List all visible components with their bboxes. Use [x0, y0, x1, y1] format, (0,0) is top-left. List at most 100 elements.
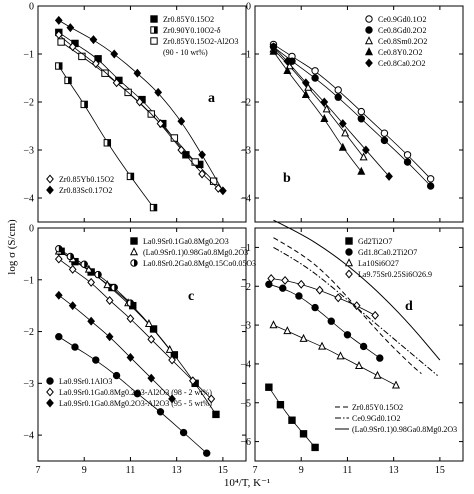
data-point	[188, 376, 197, 386]
series-a-4	[54, 15, 227, 196]
data-point	[311, 74, 319, 82]
fit-line	[268, 283, 381, 359]
data-point	[66, 23, 75, 33]
data-point	[327, 317, 335, 325]
data-point	[380, 136, 389, 145]
panel-a: 0−1−2−3−4aZr0.85Y0.15O2Zr0.90Y0.10O2-δZr…	[23, 2, 247, 223]
data-point	[147, 334, 156, 344]
series-b-3	[269, 46, 366, 175]
legend-marker	[364, 47, 374, 56]
panel-frame	[37, 227, 247, 462]
data-point	[426, 182, 435, 190]
x-tick-label: 9	[82, 465, 87, 476]
data-point	[322, 104, 331, 113]
legend-label: Ce0.8Sm0.2O2	[378, 37, 427, 46]
data-point	[269, 320, 278, 329]
data-point	[373, 370, 382, 379]
data-point	[89, 35, 98, 45]
data-point	[91, 59, 100, 69]
legend-marker	[365, 15, 373, 23]
data-point	[149, 325, 158, 333]
legend-label: Gd2Ti2O7	[358, 237, 392, 246]
data-point	[179, 428, 188, 437]
y-tick-label: −1	[23, 50, 34, 61]
data-point	[380, 129, 389, 137]
legend-label: Ce0.8Y0.2O2	[378, 48, 422, 57]
legend-label: Ce0.9Gd0.1O2	[378, 15, 426, 24]
data-point	[135, 97, 144, 107]
data-point	[311, 303, 319, 312]
series-d-4	[273, 237, 422, 375]
data-point	[112, 78, 121, 88]
legend-label: Zr0.85Y0.15O2-Al2O3	[163, 37, 239, 46]
legend-marker	[130, 237, 138, 245]
data-point	[101, 69, 109, 77]
data-point	[376, 354, 384, 362]
data-point	[126, 314, 135, 324]
fit-line	[273, 44, 431, 180]
data-point	[336, 351, 345, 360]
panel-letter: b	[283, 171, 291, 186]
legend: Zr0.85Y0.15O2 Ce0.9Gd0.1O2 (La0.9Sr0.1)0.9…	[335, 403, 457, 434]
series-d-6	[273, 219, 441, 361]
data-point	[362, 145, 370, 155]
fit-line	[58, 336, 207, 454]
data-point	[311, 443, 319, 452]
y-tick-label: −1	[240, 50, 251, 61]
panels-group: 0−1−2−3−4aZr0.85Y0.15O2Zr0.90Y0.10O2-δZr…	[23, 2, 464, 476]
panel-d: 7 9 11 13 15 −1 −2 −3 −4 −5 −6 d Gd2Ti2O7 Gd1.8Ca0.2T…	[240, 219, 464, 476]
data-point	[334, 86, 342, 94]
data-point	[265, 280, 273, 289]
data-point	[87, 277, 96, 287]
x-tick-label: 15	[218, 465, 228, 476]
y-tick-label: −3	[23, 379, 34, 390]
legend-label: Zr0.85Y0.15O2	[163, 15, 214, 24]
series-line	[273, 246, 438, 376]
data-point	[403, 151, 412, 159]
data-point	[276, 400, 285, 409]
data-point	[154, 87, 163, 97]
data-point	[295, 292, 303, 300]
y-tick-label: −4	[240, 359, 251, 370]
data-point	[334, 293, 343, 303]
legend-label: Zr0.85Y0.15O2	[352, 403, 403, 412]
series-c-2	[55, 245, 135, 307]
y-tick-label: −6	[240, 437, 251, 448]
panel-letter: c	[188, 289, 194, 304]
data-point-fill	[130, 173, 134, 180]
data-point	[301, 89, 310, 98]
series-line	[273, 219, 441, 361]
data-point	[338, 142, 347, 151]
data-point	[385, 171, 393, 181]
data-point	[198, 150, 206, 160]
y-tick-label: −4	[240, 194, 251, 205]
series-a-2	[57, 38, 218, 185]
legend-marker	[344, 258, 354, 267]
x-tick-label: 11	[126, 465, 136, 476]
data-point	[334, 93, 342, 101]
legend: Gd2Ti2O7 Gd1.8Ca0.2Ti2O7 La10Si6O27 La9.75S…	[344, 237, 432, 279]
legend-label: La0.9Sr0.1AlO3	[59, 377, 112, 386]
data-point	[283, 56, 292, 66]
y-tick-label: −4	[23, 431, 34, 442]
y-tick-label: −2	[240, 282, 251, 293]
y-tick-label: −4	[23, 194, 34, 205]
legend-marker-fill	[154, 26, 158, 34]
data-point	[299, 333, 308, 342]
legend-label: La10Si6O27	[358, 259, 399, 268]
y-tick-label: −2	[23, 327, 34, 338]
y-axis-title: log σ (S/cm)	[6, 219, 18, 275]
panel-frame	[254, 5, 464, 223]
legend-label: La0.9Sr0.1Ga0.8Mg0.2O3-Al2O3 (98 - 2 wt%…	[59, 388, 212, 397]
data-point	[87, 316, 96, 326]
legend-marker	[46, 174, 54, 184]
legend-label: La9.75Sr0.25Si6O26.9	[358, 270, 432, 279]
data-point	[156, 408, 165, 416]
data-point-fill	[84, 101, 88, 108]
data-point	[133, 68, 142, 78]
y-tick-label: −3	[23, 146, 34, 157]
data-point	[320, 113, 329, 122]
panel-letter: d	[405, 299, 413, 314]
data-point	[54, 254, 63, 264]
data-point	[68, 42, 77, 52]
